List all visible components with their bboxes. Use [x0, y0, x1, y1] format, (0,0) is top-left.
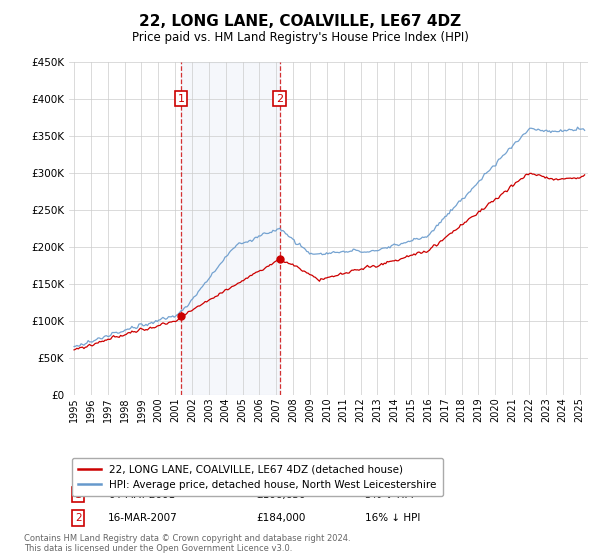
- Text: 04-MAY-2001: 04-MAY-2001: [108, 490, 175, 500]
- Text: 2: 2: [276, 94, 283, 104]
- Text: 16-MAR-2007: 16-MAR-2007: [108, 513, 178, 523]
- Text: 3% ↓ HPI: 3% ↓ HPI: [365, 490, 413, 500]
- Text: 16% ↓ HPI: 16% ↓ HPI: [365, 513, 420, 523]
- Text: Contains HM Land Registry data © Crown copyright and database right 2024.
This d: Contains HM Land Registry data © Crown c…: [24, 534, 350, 553]
- Text: 22, LONG LANE, COALVILLE, LE67 4DZ: 22, LONG LANE, COALVILLE, LE67 4DZ: [139, 14, 461, 29]
- Text: £184,000: £184,000: [256, 513, 305, 523]
- Bar: [181, 62, 280, 395]
- Legend: 22, LONG LANE, COALVILLE, LE67 4DZ (detached house), HPI: Average price, detache: 22, LONG LANE, COALVILLE, LE67 4DZ (deta…: [71, 458, 443, 496]
- Text: £106,650: £106,650: [256, 490, 305, 500]
- Text: 2: 2: [75, 513, 82, 523]
- Text: 1: 1: [75, 490, 82, 500]
- Text: Price paid vs. HM Land Registry's House Price Index (HPI): Price paid vs. HM Land Registry's House …: [131, 31, 469, 44]
- Text: 1: 1: [178, 94, 184, 104]
